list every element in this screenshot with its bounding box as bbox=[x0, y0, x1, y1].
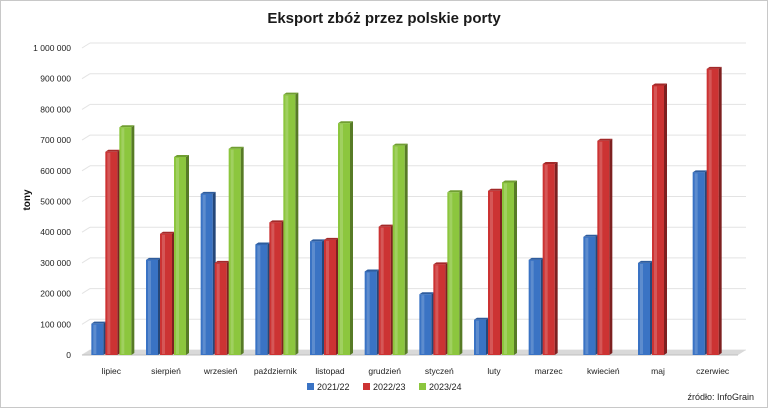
y-tick-label: 0 bbox=[66, 350, 71, 360]
gridline-depth bbox=[81, 288, 91, 295]
gridline-depth bbox=[81, 257, 91, 264]
legend-item-2023-24: 2023/24 bbox=[419, 382, 462, 392]
bar-2023-24-7 bbox=[502, 180, 517, 355]
gridline-depth bbox=[81, 165, 91, 172]
x-category-label: sierpień bbox=[151, 366, 181, 376]
gridline-depth bbox=[81, 42, 91, 49]
source-note: źródło: InfoGrain bbox=[687, 392, 754, 402]
bar-2023-24-4 bbox=[338, 121, 353, 355]
x-category-label: lipiec bbox=[102, 366, 122, 376]
bar-2022-23-9 bbox=[597, 138, 613, 355]
bar-2022-23-6 bbox=[433, 262, 449, 355]
y-tick-label: 200 000 bbox=[40, 289, 71, 299]
y-tick-label: 500 000 bbox=[40, 197, 71, 207]
bar-2022-23-8 bbox=[542, 162, 558, 355]
bar-2022-23-5 bbox=[378, 224, 394, 355]
y-tick-label: 400 000 bbox=[40, 227, 71, 237]
bar-2021-22-5 bbox=[364, 269, 380, 355]
bar-2021-22-4 bbox=[310, 239, 325, 355]
bar-2022-23-10 bbox=[652, 83, 667, 355]
bar-2023-24-0 bbox=[119, 125, 135, 356]
bar-2021-22-1 bbox=[146, 257, 161, 355]
bar-2023-24-3 bbox=[283, 92, 299, 355]
gridline-depth bbox=[81, 103, 91, 110]
bar-2022-23-0 bbox=[105, 149, 121, 355]
y-axis-label: tony bbox=[22, 189, 33, 211]
bar-2021-22-8 bbox=[528, 257, 544, 355]
x-category-label: październik bbox=[254, 366, 298, 376]
legend-label: 2023/24 bbox=[429, 382, 462, 392]
legend-item-2021-22: 2021/22 bbox=[307, 382, 350, 392]
bar-2021-22-11 bbox=[692, 170, 708, 355]
legend-swatch bbox=[419, 383, 426, 390]
bar-2021-22-7 bbox=[474, 317, 489, 355]
bar-2022-23-4 bbox=[324, 237, 339, 355]
bar-2021-22-10 bbox=[638, 260, 653, 355]
bar-2023-24-5 bbox=[392, 143, 408, 355]
legend-swatch bbox=[307, 383, 314, 390]
bar-2022-23-7 bbox=[488, 188, 503, 355]
bar-2023-24-2 bbox=[228, 146, 244, 355]
bar-2021-22-2 bbox=[200, 191, 216, 355]
legend-label: 2022/23 bbox=[373, 382, 406, 392]
gridline-depth bbox=[81, 318, 91, 325]
chart-floor bbox=[82, 350, 746, 355]
x-category-label: listopad bbox=[315, 366, 345, 376]
x-category-label: wrzesień bbox=[203, 366, 238, 376]
legend-item-2022-23: 2022/23 bbox=[363, 382, 406, 392]
bar-2022-23-1 bbox=[160, 231, 175, 355]
x-category-label: luty bbox=[487, 366, 501, 376]
gridline-depth bbox=[81, 73, 91, 80]
gridline-depth bbox=[81, 134, 91, 141]
y-tick-label: 800 000 bbox=[40, 104, 71, 114]
x-category-label: grudzień bbox=[368, 366, 401, 376]
legend-swatch bbox=[363, 383, 370, 390]
bar-2023-24-6 bbox=[447, 190, 463, 355]
y-tick-label: 300 000 bbox=[40, 258, 71, 268]
bar-2021-22-6 bbox=[419, 292, 435, 355]
gridline-depth bbox=[81, 196, 91, 202]
bar-2021-22-3 bbox=[255, 242, 271, 355]
gridline-depth bbox=[81, 226, 91, 233]
y-tick-label: 1 000 000 bbox=[33, 43, 71, 53]
bar-2023-24-1 bbox=[174, 154, 189, 355]
y-tick-label: 900 000 bbox=[40, 74, 71, 84]
bar-2022-23-2 bbox=[214, 260, 230, 355]
chart-title: Eksport zbóż przez polskie porty bbox=[267, 10, 501, 27]
x-category-label: styczeń bbox=[425, 366, 454, 376]
y-tick-label: 700 000 bbox=[40, 135, 71, 145]
bar-2021-22-9 bbox=[583, 234, 599, 355]
x-category-label: czerwiec bbox=[696, 366, 730, 376]
x-category-label: maj bbox=[651, 366, 665, 376]
bar-2022-23-11 bbox=[706, 66, 722, 355]
x-category-label: marzec bbox=[535, 366, 564, 376]
legend-label: 2021/22 bbox=[317, 382, 350, 392]
y-tick-label: 100 000 bbox=[40, 319, 71, 329]
bar-2021-22-0 bbox=[91, 321, 107, 355]
y-tick-label: 600 000 bbox=[40, 166, 71, 176]
x-category-label: kwiecień bbox=[587, 366, 620, 376]
bar-2022-23-3 bbox=[269, 220, 285, 355]
